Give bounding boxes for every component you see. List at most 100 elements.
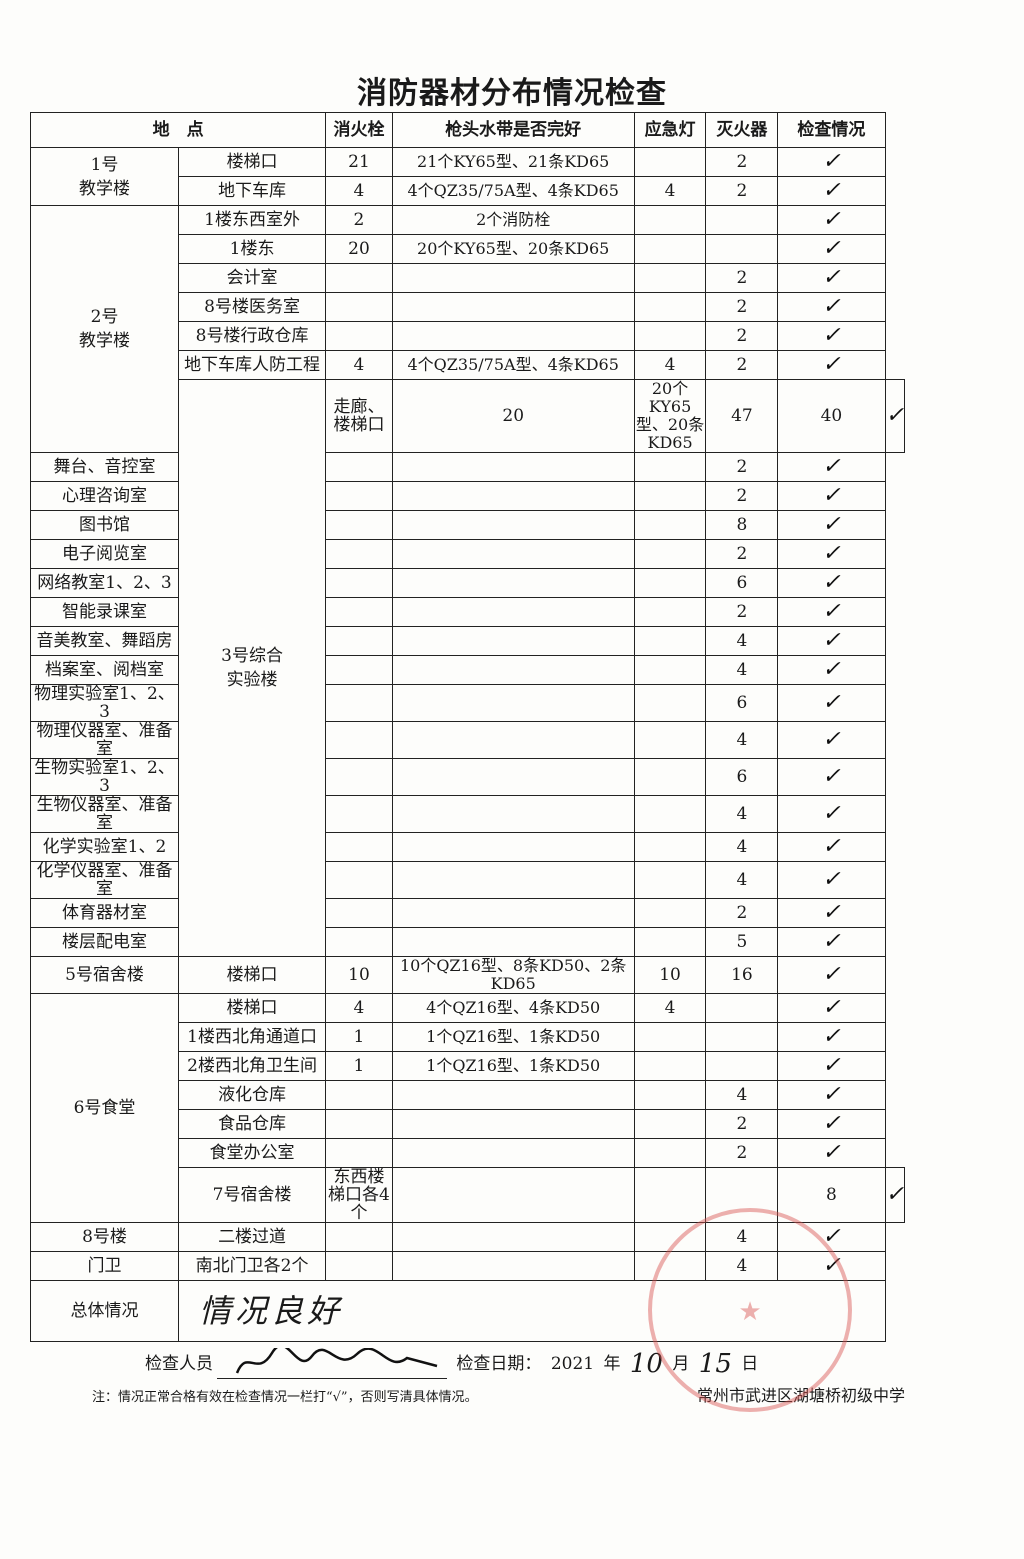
hose-cell (391, 721, 635, 759)
check-mark-cell: ✓ (777, 321, 886, 351)
hose-cell (391, 684, 635, 722)
emergency-light-cell (633, 568, 707, 598)
check-mark-cell: ✓ (777, 205, 886, 235)
hydrant-cell (325, 795, 393, 833)
emergency-light-cell (633, 1222, 707, 1252)
extinguisher-cell: 6 (705, 684, 779, 722)
location-cell: 南北门卫各2个 (177, 1251, 327, 1281)
hydrant-cell (325, 597, 393, 627)
check-mark-cell: ✓ (777, 626, 886, 656)
hose-cell (391, 1080, 635, 1110)
extinguisher-cell: 2 (705, 176, 779, 206)
table-header-row: 地 点 消火栓 枪头水带是否完好 应急灯 灭火器 检查情况 (29, 112, 905, 148)
location-cell: 8号楼医务室 (177, 292, 327, 322)
building-cell: 7号宿舍楼 (177, 1167, 327, 1223)
hose-cell (391, 832, 635, 862)
table-row: 生物实验室1、2、3 6 ✓ (30, 758, 905, 796)
table-row: 食堂办公室 2 ✓ (31, 1138, 905, 1168)
extinguisher-cell (705, 205, 779, 235)
extinguisher-cell: 2 (705, 292, 779, 322)
check-mark-cell: ✓ (777, 539, 886, 569)
location-cell: 地下车库人防工程 (177, 350, 327, 380)
table-row: 图书馆 8 ✓ (30, 510, 905, 540)
date-month: 10 (629, 1348, 663, 1379)
check-mark-cell: ✓ (777, 758, 886, 796)
hose-cell (391, 452, 635, 482)
summary-label: 总体情况 (30, 1280, 179, 1342)
table-row: 物理实验室1、2、3 6 ✓ (30, 684, 905, 722)
location-cell: 食堂办公室 (177, 1138, 327, 1168)
hose-cell (391, 861, 635, 899)
emergency-light-cell: 4 (633, 350, 707, 380)
building-cell: 3号综合 实验楼 (177, 379, 327, 957)
location-cell: 会计室 (177, 263, 327, 293)
hose-cell (391, 927, 635, 957)
header-hose: 枪头水带是否完好 (391, 112, 635, 148)
hose-cell (391, 758, 635, 796)
hose-cell (391, 292, 635, 322)
table-row: 7号宿舍楼 东西楼梯口各4个 8 ✓ (31, 1167, 906, 1223)
hose-cell (391, 898, 635, 928)
extinguisher-cell: 5 (705, 927, 779, 957)
table-row: 舞台、音控室 2 ✓ (30, 452, 905, 482)
location-cell: 网络教室1、2、3 (30, 568, 179, 598)
emergency-light-cell: 4 (633, 176, 707, 206)
hydrant-cell: 10 (325, 956, 393, 994)
hose-cell: 21个KY65型、21条KD65 (391, 147, 635, 177)
location-cell: 二楼过道 (177, 1222, 327, 1252)
header-hydrant: 消火栓 (325, 112, 393, 148)
location-cell: 物理实验室1、2、3 (30, 684, 179, 722)
inspection-table: 地 点 消火栓 枪头水带是否完好 应急灯 灭火器 检查情况 1号 教学楼楼梯口 2… (29, 112, 906, 1342)
hydrant-cell (325, 1080, 393, 1110)
emergency-light-cell (633, 321, 707, 351)
emergency-light-cell: 10 (633, 956, 707, 994)
hydrant-cell (325, 1138, 393, 1168)
hydrant-cell (325, 481, 393, 511)
date-year: 2021 (550, 1353, 595, 1374)
emergency-light-cell (633, 234, 707, 264)
emergency-light-cell (633, 205, 707, 235)
emergency-light-cell (633, 898, 707, 928)
table-row: 8号楼 二楼过道 4 ✓ (30, 1222, 905, 1252)
check-mark-cell: ✓ (777, 452, 886, 482)
emergency-light-cell (705, 1167, 779, 1223)
location-cell: 生物实验室1、2、3 (30, 758, 179, 796)
hydrant-cell (325, 1222, 393, 1252)
table-row: 电子阅览室 2 ✓ (30, 539, 905, 569)
day-unit: 日 (741, 1353, 759, 1374)
hose-cell (391, 481, 635, 511)
extinguisher-cell: 2 (705, 481, 779, 511)
table-row: 心理咨询室 2 ✓ (30, 481, 905, 511)
building-cell: 1号 教学楼 (30, 147, 179, 206)
location-cell: 走廊、楼梯口 (325, 379, 393, 453)
extinguisher-cell: 2 (705, 597, 779, 627)
table-row: 3号综合 实验楼 走廊、楼梯口 20 20个KY65型、20条KD65 47 40 ✓ (31, 379, 906, 957)
hose-cell (391, 263, 635, 293)
hose-cell: 1个QZ16型、1条KD50 (391, 1051, 635, 1081)
extinguisher-cell: 4 (705, 1222, 779, 1252)
table-row: 地下车库 4 4个QZ35/75A型、4条KD65 4 2 ✓ (31, 176, 905, 206)
hose-cell: 1个QZ16型、1条KD50 (391, 1022, 635, 1052)
check-mark-cell: ✓ (777, 993, 886, 1023)
emergency-light-cell (633, 263, 707, 293)
location-cell: 楼梯口 (177, 956, 327, 994)
emergency-light-cell (633, 510, 707, 540)
table-row: 体育器材室 2 ✓ (30, 898, 905, 928)
hose-cell: 2个消防栓 (391, 205, 635, 235)
table-row: 音美教室、舞蹈房 4 ✓ (30, 626, 905, 656)
table-row: 8号楼医务室 2 ✓ (31, 292, 905, 322)
year-unit: 年 (603, 1353, 621, 1374)
check-mark-cell: ✓ (777, 597, 886, 627)
check-mark-cell: ✓ (777, 927, 886, 957)
emergency-light-cell (633, 1051, 707, 1081)
emergency-light-cell (633, 1251, 707, 1281)
location-cell: 2楼西北角卫生间 (177, 1051, 327, 1081)
check-mark-cell: ✓ (777, 481, 886, 511)
hydrant-cell (325, 758, 393, 796)
table-row: 化学仪器室、准备室 4 ✓ (30, 861, 905, 899)
extinguisher-cell: 2 (705, 1138, 779, 1168)
table-row: 液化仓库 4 ✓ (31, 1080, 905, 1110)
hose-cell: 10个QZ16型、8条KD50、2条KD65 (391, 956, 635, 994)
extinguisher-cell (705, 234, 779, 264)
